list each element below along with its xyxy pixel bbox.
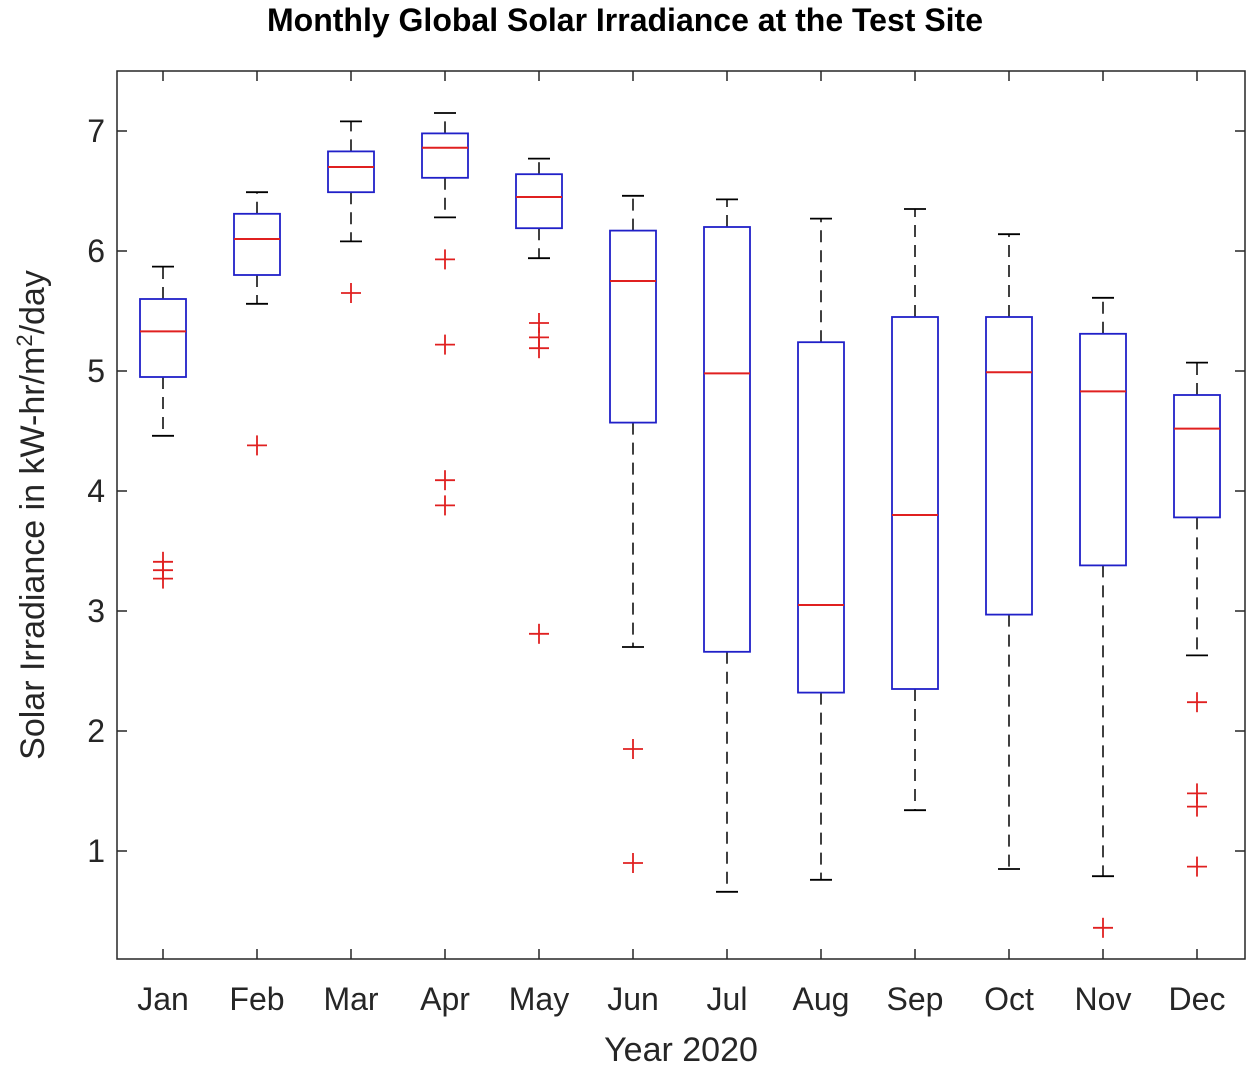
iqr-box: [609, 229, 657, 424]
iqr-box: [985, 316, 1033, 616]
y-tick-label: 7: [87, 113, 105, 149]
x-axis-title: Year 2020: [604, 1031, 758, 1068]
x-tick-label: Apr: [420, 981, 470, 1017]
iqr-box: [327, 150, 375, 194]
x-tick-label: Jan: [137, 981, 189, 1017]
y-tick-label: 1: [87, 833, 105, 869]
y-axis-title-superscript: 2: [12, 334, 37, 346]
iqr-box: [797, 341, 845, 694]
plot-area-frame: [116, 70, 1246, 960]
x-tick-label: Sep: [887, 981, 944, 1017]
y-axis-title: Solar Irradiance in kW-hr/m2/day: [12, 270, 53, 760]
chart-marks: [139, 112, 1221, 938]
y-axis-title-tail: /day: [14, 270, 52, 334]
outlier-marker: [623, 739, 643, 759]
y-tick-label: 3: [87, 593, 105, 629]
outlier-marker: [435, 495, 455, 516]
x-axis-ticks: Jan Feb Mar Apr May Jun Jul Aug Sep Oct Nov Dec: [137, 71, 1225, 1017]
box-group-aug: [797, 217, 845, 881]
y-tick-label: 5: [87, 353, 105, 389]
box-group-apr: [421, 112, 469, 516]
box-group-mar: [327, 120, 375, 303]
outlier-marker: [153, 568, 173, 589]
iqr-box: [1173, 394, 1221, 519]
outlier-marker: [1187, 692, 1207, 713]
outlier-marker: [435, 334, 455, 355]
x-tick-label: Jul: [707, 981, 748, 1017]
x-tick-label: Jun: [607, 981, 659, 1017]
box-group-dec: [1173, 361, 1221, 877]
outlier-marker: [529, 338, 549, 359]
box-group-jun: [609, 194, 657, 873]
y-tick-label: 2: [87, 713, 105, 749]
box-group-feb: [233, 191, 281, 456]
box-group-sep: [891, 208, 939, 812]
x-tick-label: May: [509, 981, 569, 1017]
y-axis-ticks: 1 2 3 4 5 6 7: [87, 113, 1245, 869]
box-group-jan: [139, 265, 187, 589]
outlier-marker: [247, 435, 267, 456]
outlier-marker: [341, 283, 361, 303]
outlier-marker: [435, 249, 455, 270]
box-group-may: [515, 157, 563, 644]
y-axis-title-main: Solar Irradiance in kW-hr/m: [14, 347, 52, 760]
iqr-box: [139, 298, 187, 378]
outlier-marker: [529, 623, 549, 644]
outlier-marker: [435, 470, 455, 491]
iqr-box: [891, 316, 939, 690]
iqr-box: [421, 132, 469, 179]
iqr-box: [703, 226, 751, 653]
iqr-box: [515, 173, 563, 230]
x-tick-label: Nov: [1075, 981, 1132, 1017]
box-group-oct: [985, 233, 1033, 870]
y-tick-label: 4: [87, 473, 105, 509]
x-tick-label: Mar: [323, 981, 378, 1017]
x-tick-label: Oct: [984, 981, 1034, 1017]
box-group-jul: [703, 198, 751, 893]
iqr-box: [233, 212, 281, 276]
outlier-marker: [1187, 856, 1207, 877]
y-tick-label: 6: [87, 233, 105, 269]
chart-title: Monthly Global Solar Irradiance at the T…: [267, 2, 983, 38]
outlier-marker: [1093, 917, 1113, 938]
outlier-marker: [1187, 796, 1207, 817]
x-tick-label: Feb: [229, 981, 284, 1017]
box-group-nov: [1079, 296, 1127, 938]
iqr-box: [1079, 332, 1127, 567]
x-tick-label: Aug: [793, 981, 850, 1017]
x-tick-label: Dec: [1169, 981, 1226, 1017]
outlier-marker: [623, 853, 643, 873]
